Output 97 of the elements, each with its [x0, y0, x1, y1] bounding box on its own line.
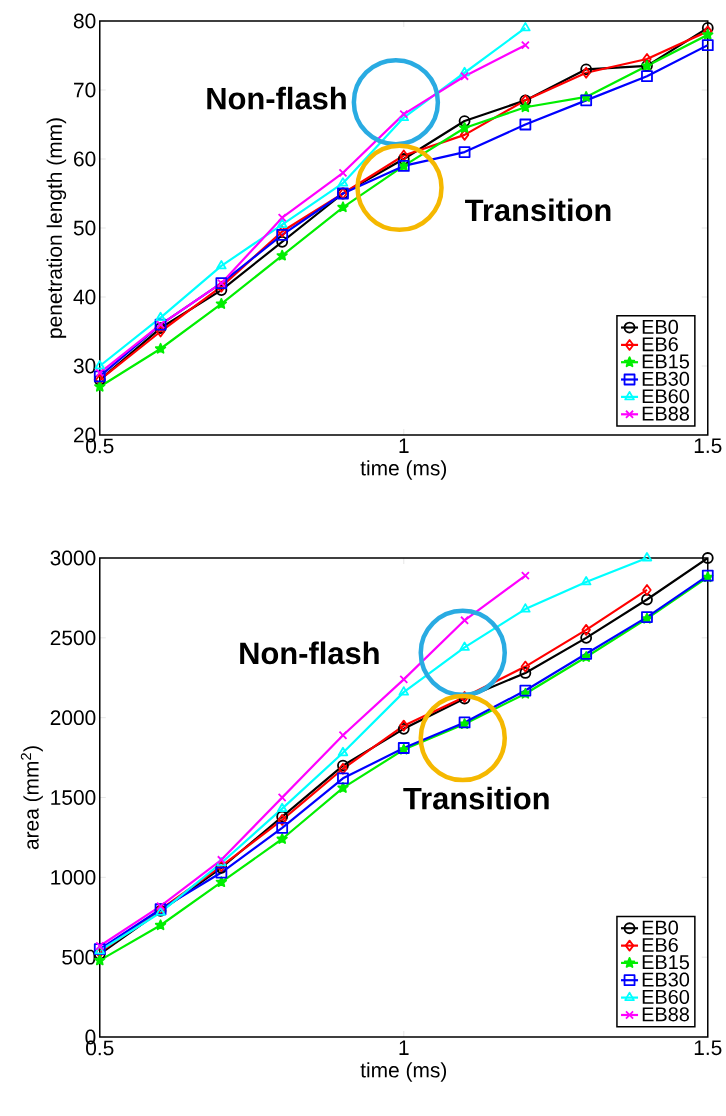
point — [398, 153, 410, 165]
y-tick-label: 60 — [74, 151, 96, 167]
point — [338, 168, 348, 178]
point — [277, 793, 287, 802]
point — [521, 40, 530, 50]
y-axis-title: penetration length (mm) — [46, 118, 67, 338]
y-tick-label: 30 — [73, 358, 96, 374]
point — [398, 686, 410, 696]
point — [458, 115, 471, 127]
y-tick-label: 1500 — [51, 790, 96, 805]
x-axis-title: time (ms) — [360, 1062, 447, 1082]
x-tick-label: 1.5 — [695, 438, 722, 454]
point — [337, 177, 349, 187]
point — [520, 603, 531, 613]
point — [95, 368, 105, 378]
y-tick-label: 2500 — [50, 630, 96, 646]
point — [459, 122, 471, 133]
point — [277, 218, 288, 228]
y-tick-label: 50 — [74, 220, 96, 236]
legend-label: EB0 — [642, 319, 679, 334]
legend-label: EB0 — [642, 920, 679, 935]
point — [276, 229, 289, 241]
y-tick-label: 2000 — [50, 710, 96, 726]
point — [580, 647, 593, 660]
x-tick-label: 1 — [399, 1040, 409, 1055]
point — [521, 571, 530, 581]
point — [156, 901, 166, 911]
point — [581, 623, 592, 636]
point — [276, 235, 289, 248]
point — [460, 615, 470, 625]
point — [459, 641, 470, 651]
annotation: Transition — [403, 786, 549, 810]
point — [580, 631, 593, 644]
point — [155, 311, 166, 322]
point — [641, 70, 654, 83]
point — [337, 201, 349, 213]
point — [276, 249, 289, 261]
legend-label: EB15 — [642, 354, 690, 369]
y-tick-label: 40 — [73, 289, 96, 305]
x-axis-title: time (ms) — [360, 460, 447, 480]
point — [519, 118, 532, 131]
point — [337, 782, 349, 793]
point — [642, 584, 652, 596]
y-axis-title: area (mm$^{2}$) — [21, 746, 44, 850]
annotation: Transition — [465, 198, 611, 222]
point — [520, 22, 531, 32]
point — [702, 552, 714, 564]
legend-label: EB6 — [642, 937, 679, 953]
point — [702, 39, 714, 52]
point — [154, 322, 167, 334]
point — [641, 593, 654, 606]
point — [277, 213, 287, 223]
point — [277, 802, 288, 813]
point — [519, 101, 532, 113]
point — [458, 146, 471, 159]
point — [277, 225, 288, 238]
point — [156, 325, 166, 338]
legend-label: EB6 — [642, 337, 679, 352]
legend-label: EB60 — [642, 989, 690, 1004]
point — [580, 94, 593, 107]
point — [520, 660, 531, 673]
point — [155, 342, 167, 354]
y-tick-label: 80 — [74, 13, 96, 29]
point — [95, 941, 105, 951]
point — [215, 298, 228, 309]
annotation: Non-flash — [240, 641, 379, 665]
point — [459, 66, 470, 77]
point — [702, 22, 714, 34]
x-tick-label: 1 — [399, 438, 409, 453]
legend-label: EB30 — [642, 972, 690, 987]
point — [399, 674, 409, 684]
y-tick-label: 3000 — [50, 550, 96, 566]
point — [215, 284, 228, 297]
point — [338, 730, 348, 740]
legend-label: EB88 — [642, 406, 690, 421]
point — [215, 866, 228, 879]
point — [519, 667, 532, 679]
point — [276, 821, 289, 834]
legend-label: EB30 — [642, 371, 690, 386]
point — [155, 919, 167, 931]
y-tick-label: 70 — [74, 82, 96, 98]
point — [215, 876, 228, 888]
point — [337, 772, 350, 785]
y-tick-label: 500 — [62, 949, 96, 965]
point — [641, 552, 653, 562]
legend-label: EB60 — [642, 389, 690, 404]
point — [94, 380, 106, 392]
x-tick-label: 1.5 — [695, 1040, 722, 1056]
legend-label: EB88 — [642, 1007, 690, 1022]
point — [337, 746, 349, 757]
point — [276, 833, 289, 844]
annotation: Non-flash — [207, 86, 346, 110]
point — [581, 576, 592, 586]
point — [460, 71, 470, 81]
y-tick-label: 1000 — [51, 869, 96, 885]
legend-label: EB15 — [642, 955, 690, 970]
point — [216, 260, 227, 270]
